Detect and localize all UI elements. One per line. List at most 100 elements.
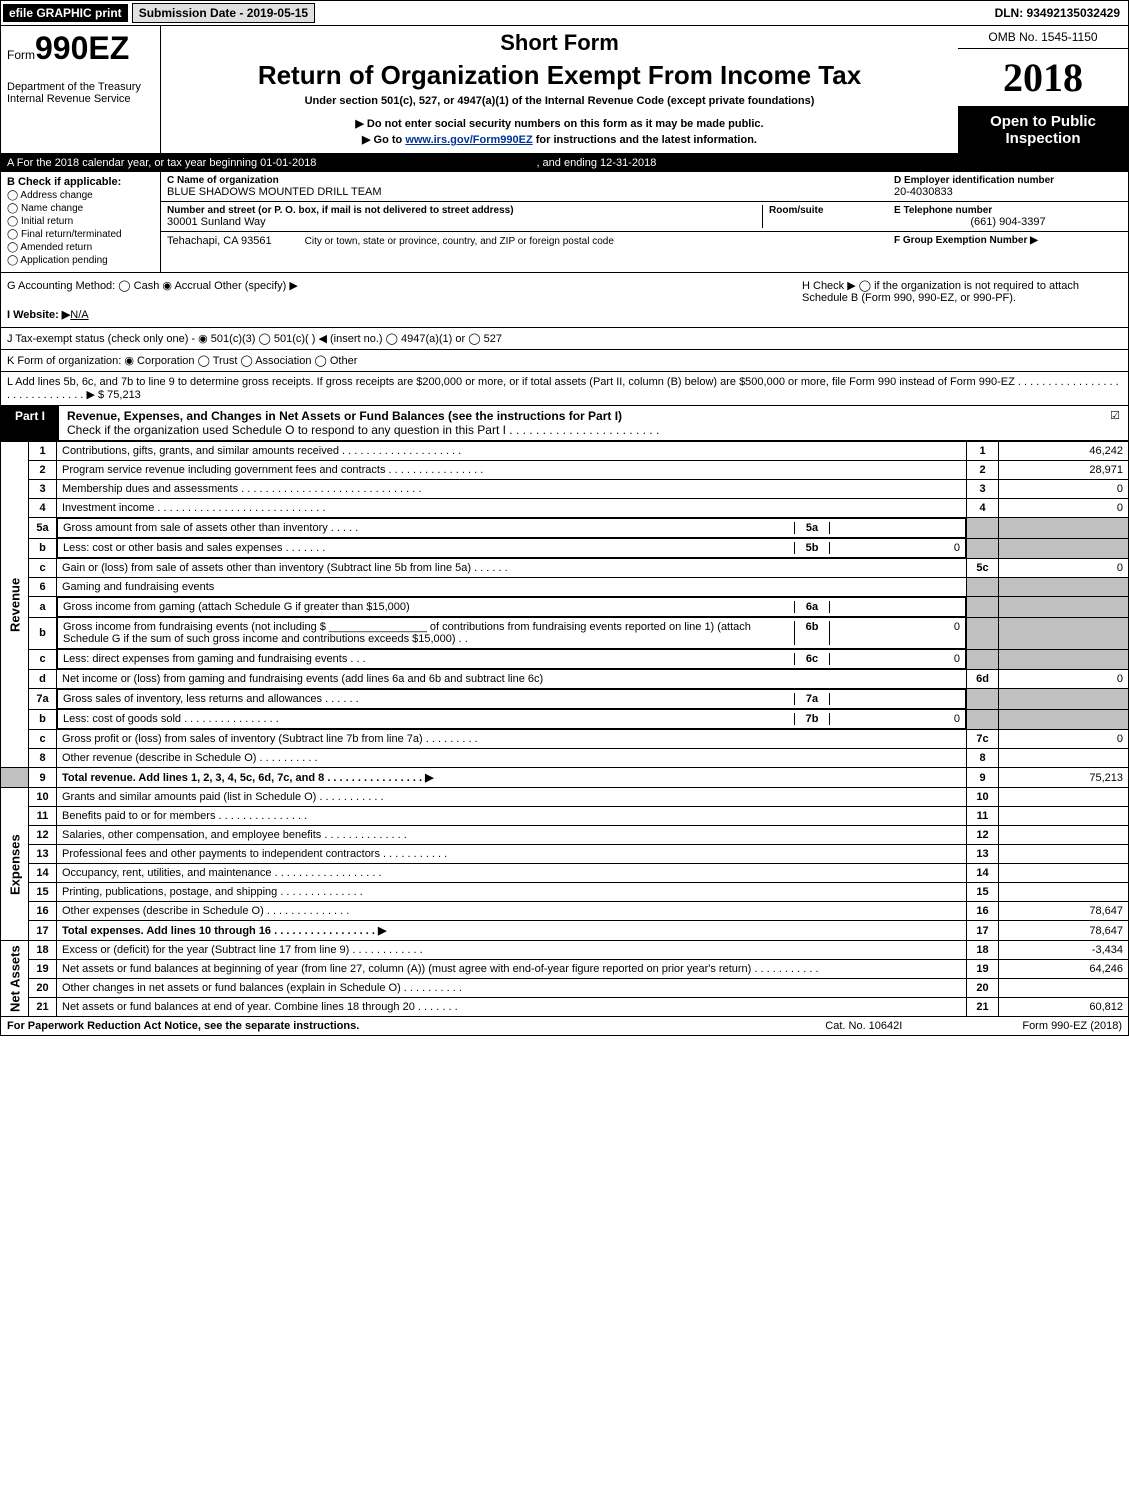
line1-num: 1 [29,442,57,461]
line8-desc: Other revenue (describe in Schedule O) .… [57,749,967,768]
line5a-subnum: 5a [794,522,830,534]
section-c: C Name of organization BLUE SHADOWS MOUN… [161,172,888,272]
part1-table: Revenue 1 Contributions, gifts, grants, … [0,441,1129,1017]
chk-final[interactable]: ◯ Final return/terminated [7,229,154,240]
chk-name[interactable]: ◯ Name change [7,203,154,214]
line1-desc: Contributions, gifts, grants, and simila… [57,442,967,461]
short-form-title: Short Form [169,30,950,56]
efile-print-button[interactable]: efile GRAPHIC print [3,4,128,22]
line7c-desc: Gross profit or (loss) from sales of inv… [57,730,967,749]
line18-numcol: 18 [967,941,999,960]
part1-check-text: Check if the organization used Schedule … [67,423,659,437]
period-a: A For the 2018 calendar year, or tax yea… [7,157,316,169]
line17-desc: Total expenses. Add lines 10 through 16 … [57,921,967,941]
l-text: L Add lines 5b, 6c, and 7b to line 9 to … [7,376,1119,401]
ein: 20-4030833 [894,186,1122,198]
irs-link[interactable]: www.irs.gov/Form990EZ [405,134,532,146]
line5a-subval [830,522,960,534]
line21-desc: Net assets or fund balances at end of ye… [57,998,967,1017]
line6c-subnum: 6c [794,653,830,665]
period-ending: , and ending 12-31-2018 [536,157,656,169]
line7b-subnum: 7b [794,713,830,725]
org-address: 30001 Sunland Way [167,216,762,228]
row-k: K Form of organization: ◉ Corporation ◯ … [0,350,1129,372]
info-grid: B Check if applicable: ◯ Address change … [0,172,1129,273]
d-label: D Employer identification number [894,175,1122,186]
footer-row: For Paperwork Reduction Act Notice, see … [0,1017,1129,1036]
line10-desc: Grants and similar amounts paid (list in… [57,788,967,807]
line20-val [999,979,1129,998]
period-bar: A For the 2018 calendar year, or tax yea… [0,154,1129,172]
line15-numcol: 15 [967,883,999,902]
h-check: H Check ▶ ◯ if the organization is not r… [802,279,1122,321]
line10-numcol: 10 [967,788,999,807]
line14-desc: Occupancy, rent, utilities, and maintena… [57,864,967,883]
line6d-numcol: 6d [967,670,999,689]
line6b-subnum: 6b [794,621,830,645]
line19-val: 64,246 [999,960,1129,979]
expenses-side-label: Expenses [1,788,29,941]
line6a-subval [830,601,960,613]
part1-checkbox[interactable]: ☑ [1102,406,1128,440]
line12-val [999,826,1129,845]
line2-val: 28,971 [999,461,1129,480]
line5c-numcol: 5c [967,559,999,578]
line16-numcol: 16 [967,902,999,921]
chk-initial[interactable]: ◯ Initial return [7,216,154,227]
header-right: OMB No. 1545-1150 2018 Open to Public In… [958,26,1128,153]
part1-header: Part I Revenue, Expenses, and Changes in… [0,405,1129,441]
part1-title: Revenue, Expenses, and Changes in Net As… [59,406,1102,440]
line5b-subval: 0 [830,542,960,554]
line6a-subnum: 6a [794,601,830,613]
line8-val [999,749,1129,768]
line6b-subval: 0 [830,621,960,645]
line15-val [999,883,1129,902]
line13-desc: Professional fees and other payments to … [57,845,967,864]
line20-desc: Other changes in net assets or fund bala… [57,979,967,998]
e-label: E Telephone number [894,205,1122,216]
form-header: Form990EZ Department of the Treasury Int… [0,26,1129,154]
line4-numcol: 4 [967,499,999,518]
dln-label: DLN: 93492135032429 [989,4,1126,22]
line6c-subval: 0 [830,653,960,665]
line8-numcol: 8 [967,749,999,768]
line10-val [999,788,1129,807]
line11-desc: Benefits paid to or for members . . . . … [57,807,967,826]
line5c-val: 0 [999,559,1129,578]
line13-numcol: 13 [967,845,999,864]
header-center: Short Form Return of Organization Exempt… [161,26,958,153]
note2-pre: ▶ Go to [362,134,405,146]
row-l: L Add lines 5b, 6c, and 7b to line 9 to … [0,372,1129,405]
under-section: Under section 501(c), 527, or 4947(a)(1)… [169,95,950,107]
revenue-side-label: Revenue [1,442,29,768]
line4-val: 0 [999,499,1129,518]
website-value: N/A [70,309,88,321]
line19-desc: Net assets or fund balances at beginning… [57,960,967,979]
header-left: Form990EZ Department of the Treasury Int… [1,26,161,153]
line11-val [999,807,1129,826]
row-j: J Tax-exempt status (check only one) - ◉… [0,328,1129,350]
irs-label: Internal Revenue Service [7,93,154,105]
line7a-subnum: 7a [794,693,830,705]
line7a-subval [830,693,960,705]
phone: (661) 904-3397 [894,216,1122,228]
chk-amended[interactable]: ◯ Amended return [7,242,154,253]
section-b: B Check if applicable: ◯ Address change … [1,172,161,272]
chk-address[interactable]: ◯ Address change [7,190,154,201]
note2-post: for instructions and the latest informat… [533,134,757,146]
line12-numcol: 12 [967,826,999,845]
line3-val: 0 [999,480,1129,499]
line18-val: -3,434 [999,941,1129,960]
line9-numcol: 9 [967,768,999,788]
line11-numcol: 11 [967,807,999,826]
website-label: I Website: ▶ [7,309,70,321]
line7c-numcol: 7c [967,730,999,749]
c-addr-label: Number and street (or P. O. box, if mail… [167,205,762,216]
line2-desc: Program service revenue including govern… [57,461,967,480]
org-name: BLUE SHADOWS MOUNTED DRILL TEAM [167,186,882,198]
line5c-desc: Gain or (loss) from sale of assets other… [57,559,967,578]
line5a-desc: Gross amount from sale of assets other t… [63,522,794,534]
chk-pending[interactable]: ◯ Application pending [7,255,154,266]
accounting-method: G Accounting Method: ◯ Cash ◉ Accrual Ot… [7,279,298,292]
form-footer: Form 990-EZ (2018) [1022,1020,1122,1032]
